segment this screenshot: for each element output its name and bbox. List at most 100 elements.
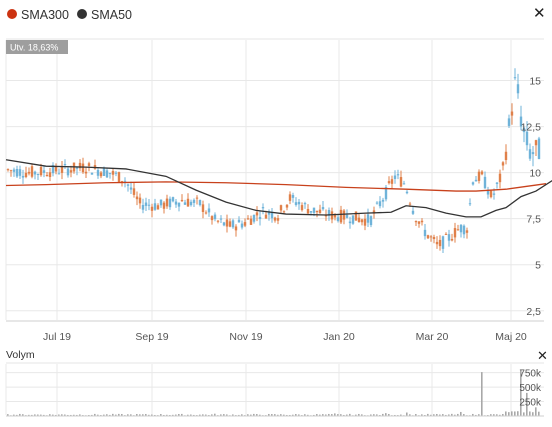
candle-body	[33, 171, 37, 175]
candle-body	[426, 235, 430, 239]
candle-body	[507, 118, 511, 126]
candle-body	[372, 210, 376, 214]
candle-body	[315, 210, 319, 213]
candle-body	[402, 183, 406, 185]
y-tick-label: 10	[529, 168, 541, 180]
volume-tick-label: 250k	[519, 398, 542, 409]
volume-bars	[7, 369, 540, 416]
candle-body	[357, 217, 361, 223]
candle-body	[9, 170, 13, 172]
legend-label-sma300[interactable]: SMA300	[21, 8, 69, 22]
candle-body	[24, 172, 28, 178]
x-tick-label: Mar 20	[416, 331, 449, 343]
candle-body	[264, 214, 268, 219]
candle-body	[165, 198, 169, 207]
candle-body	[120, 181, 124, 183]
volume-bar	[37, 414, 39, 416]
volume-tick-label: 500k	[519, 383, 542, 394]
candle-body	[267, 211, 271, 215]
volume-bar	[382, 413, 384, 416]
candle-body	[498, 173, 502, 183]
candle-body	[534, 140, 538, 146]
volume-bar	[202, 414, 204, 416]
candle-body	[36, 173, 40, 175]
volume-bar	[181, 413, 183, 416]
volume-bar	[28, 414, 30, 416]
candle-body	[129, 187, 133, 190]
candle-body	[480, 171, 484, 175]
volume-bar	[205, 414, 207, 416]
close-icon[interactable]: ✕	[533, 5, 546, 22]
candle-body	[180, 199, 184, 202]
candle-body	[258, 216, 262, 220]
candle-body	[414, 221, 418, 223]
candle-body	[285, 204, 289, 208]
volume-bar	[520, 369, 522, 416]
volume-bar	[313, 414, 315, 416]
volume-bar	[190, 414, 192, 416]
volume-bar	[259, 414, 261, 416]
volume-bar	[199, 414, 201, 416]
close-icon-volume[interactable]: ✕	[537, 348, 548, 363]
candle-body	[363, 218, 367, 226]
candle-body	[504, 151, 508, 161]
candle-body	[162, 202, 166, 209]
volume-bar	[121, 413, 123, 416]
legend-label-sma50[interactable]: SMA50	[91, 8, 132, 22]
candle-body	[528, 149, 532, 159]
candle-body	[243, 222, 247, 226]
candle-body	[381, 199, 385, 202]
candle-body	[447, 234, 451, 241]
candle-body	[150, 206, 154, 211]
volume-bar	[19, 413, 21, 416]
candle-body	[399, 177, 403, 187]
candle-body	[21, 175, 25, 178]
volume-bar	[337, 414, 339, 416]
sma300-line	[5, 181, 547, 192]
candle-body	[276, 218, 280, 221]
volume-bar	[292, 414, 294, 416]
candle-body	[333, 213, 337, 218]
volume-bar	[499, 414, 501, 416]
candle-body	[348, 221, 352, 224]
candle-body	[330, 211, 334, 220]
candle-body	[384, 187, 388, 200]
candle-body	[324, 215, 328, 217]
candle-body	[336, 217, 340, 222]
candle-body	[147, 204, 151, 206]
volume-bar	[73, 414, 75, 416]
candle-body	[126, 184, 130, 186]
candle-body	[360, 219, 364, 223]
candle-body	[342, 210, 346, 220]
volume-bar	[295, 414, 297, 416]
candle-body	[159, 199, 163, 206]
candle-body	[171, 197, 175, 202]
volume-bar	[214, 413, 216, 416]
candle-body	[471, 182, 475, 185]
candle-body	[492, 193, 496, 195]
volume-bar	[460, 411, 462, 416]
candle-body	[30, 166, 34, 177]
candle-body	[6, 169, 10, 171]
candle-body	[135, 196, 139, 200]
candle-body	[483, 176, 487, 189]
volume-bar	[475, 414, 477, 416]
volume-bar	[511, 411, 513, 416]
volume-bar	[250, 414, 252, 416]
y-axis-labels: 2,5 5 7,5 10 12,5 15	[521, 76, 542, 318]
volume-bar	[34, 414, 36, 416]
volume-bar	[523, 412, 525, 416]
price-panel: 2,5 5 7,5 10 12,5 15 Jul 19 Sep 19 Nov 19 Jan 20…	[5, 38, 552, 343]
candle-body	[45, 174, 49, 177]
candle-body	[111, 171, 115, 175]
candle-body	[246, 218, 250, 220]
volume-bar	[136, 414, 138, 416]
candle-body	[435, 241, 439, 245]
candle-body	[168, 198, 172, 208]
candle-body	[396, 174, 400, 176]
volume-bar	[166, 414, 168, 416]
chart-legend: SMA300 SMA50	[7, 8, 132, 22]
candle-body	[132, 188, 136, 195]
volume-bar	[430, 414, 432, 416]
